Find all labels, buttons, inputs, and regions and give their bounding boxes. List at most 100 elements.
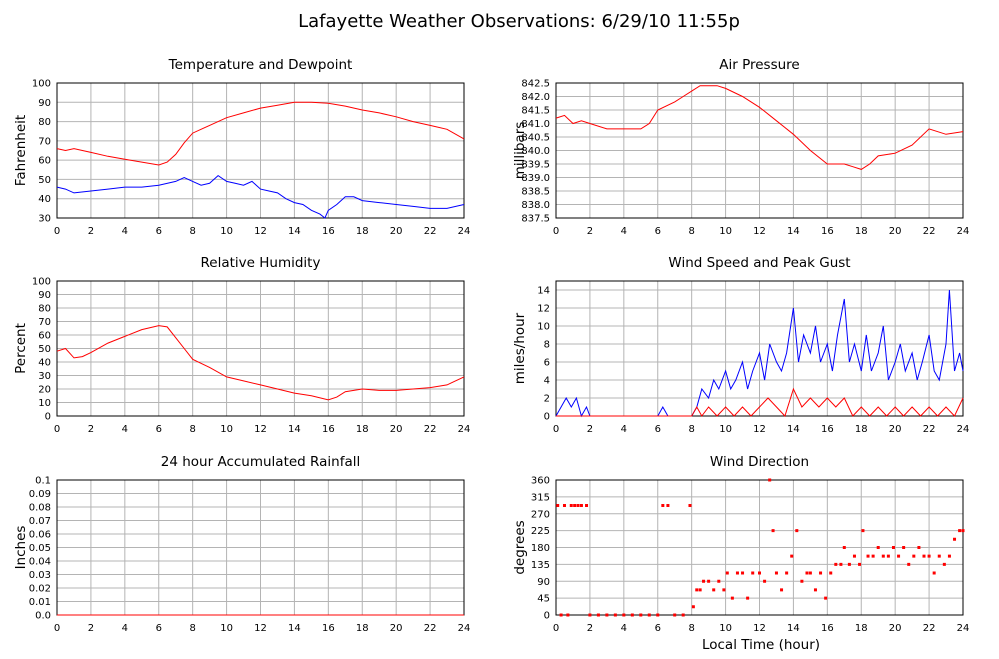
humidity-ytick-label: 10 bbox=[38, 398, 51, 409]
pressure-xtick-label: 16 bbox=[821, 226, 834, 237]
wind_speed-xtick-label: 12 bbox=[753, 424, 766, 435]
rainfall-xtick-label: 20 bbox=[390, 623, 403, 634]
wind_direction-point bbox=[912, 554, 916, 558]
humidity-xtick-label: 4 bbox=[122, 424, 128, 435]
wind_direction-point bbox=[790, 554, 794, 558]
wind_direction-xtick-label: 12 bbox=[753, 623, 766, 634]
humidity-xtick-label: 24 bbox=[458, 424, 471, 435]
rainfall-ytick-label: 0.05 bbox=[29, 543, 51, 554]
rainfall-xtick-label: 6 bbox=[156, 623, 162, 634]
wind_direction-point bbox=[647, 613, 651, 617]
wind_speed-xtick-label: 22 bbox=[923, 424, 936, 435]
humidity-xtick-label: 12 bbox=[254, 424, 267, 435]
humidity-ytick-label: 50 bbox=[38, 344, 51, 355]
wind_direction-xtick-label: 22 bbox=[923, 623, 936, 634]
wind_speed-series-red-line bbox=[556, 387, 964, 417]
wind_direction-xtick-label: 6 bbox=[655, 623, 661, 634]
humidity-xtick-label: 2 bbox=[88, 424, 94, 435]
rainfall-xtick-label: 12 bbox=[254, 623, 267, 634]
humidity-xtick-label: 18 bbox=[356, 424, 369, 435]
pressure-xtick-label: 8 bbox=[688, 226, 694, 237]
temperature-series-blue-line bbox=[56, 174, 465, 219]
rainfall-xtick-label: 18 bbox=[356, 623, 369, 634]
pressure-xtick-label: 24 bbox=[957, 226, 970, 237]
wind_direction-point bbox=[805, 571, 809, 575]
wind_direction-point bbox=[596, 613, 600, 617]
wind_direction-point bbox=[953, 537, 957, 541]
humidity-title: Relative Humidity bbox=[201, 255, 321, 271]
humidity-xtick-label: 10 bbox=[220, 424, 233, 435]
rainfall-ytick-label: 0.06 bbox=[29, 530, 51, 541]
pressure-ytick-label: 840.0 bbox=[521, 146, 550, 157]
wind_speed-ytick-label: 14 bbox=[537, 286, 550, 297]
wind_direction-point bbox=[771, 529, 775, 533]
temperature-ytick-label: 80 bbox=[38, 117, 51, 128]
wind_direction-point bbox=[774, 571, 778, 575]
humidity-xtick-label: 20 bbox=[390, 424, 403, 435]
pressure-xtick-label: 6 bbox=[655, 226, 661, 237]
pressure-ytick-label: 839.0 bbox=[521, 173, 550, 184]
temperature-ytick-label: 70 bbox=[38, 136, 51, 147]
rainfall-ytick-label: 0.0 bbox=[35, 611, 51, 622]
wind_direction-point bbox=[842, 546, 846, 549]
temperature-xtick-label: 22 bbox=[424, 226, 437, 237]
wind_direction-xtick-label: 14 bbox=[787, 623, 800, 634]
temperature-ytick-label: 30 bbox=[38, 214, 51, 225]
wind_direction-point bbox=[569, 504, 573, 507]
wind_direction-point bbox=[735, 571, 739, 575]
wind_direction-ytick-label: 135 bbox=[531, 560, 550, 571]
humidity-frame bbox=[56, 280, 465, 417]
wind_speed-ytick-label: 8 bbox=[544, 340, 550, 351]
wind_direction-point bbox=[661, 504, 665, 507]
wind_direction-point bbox=[847, 562, 851, 566]
rainfall-ytick-label: 0.04 bbox=[29, 557, 51, 568]
rainfall-xtick-label: 10 bbox=[220, 623, 233, 634]
wind_direction-point bbox=[730, 596, 734, 600]
pressure-ytick-label: 842.5 bbox=[521, 79, 550, 90]
wind_direction-point bbox=[566, 613, 570, 617]
wind_direction-xtick-label: 10 bbox=[719, 623, 732, 634]
humidity-xtick-label: 6 bbox=[156, 424, 162, 435]
wind_speed-xtick-label: 4 bbox=[621, 424, 627, 435]
rainfall-xtick-label: 14 bbox=[288, 623, 301, 634]
wind_speed-xtick-label: 8 bbox=[688, 424, 694, 435]
rainfall-xtick-label: 24 bbox=[458, 623, 471, 634]
humidity-xtick-label: 16 bbox=[322, 424, 335, 435]
temperature-frame bbox=[56, 82, 465, 219]
humidity-xtick-label: 0 bbox=[54, 424, 60, 435]
wind_direction-ytick-label: 45 bbox=[537, 594, 550, 605]
wind_direction-point bbox=[824, 596, 828, 600]
wind_direction-point bbox=[673, 613, 677, 617]
rainfall-xtick-label: 8 bbox=[189, 623, 195, 634]
wind_direction-point bbox=[725, 571, 729, 575]
pressure-ytick-label: 837.5 bbox=[521, 214, 550, 225]
wind_direction-point bbox=[871, 554, 875, 558]
wind_direction-point bbox=[785, 571, 789, 575]
temperature-ytick-label: 90 bbox=[38, 98, 51, 109]
pressure-ylabel: millibars bbox=[512, 122, 528, 180]
wind_direction-point bbox=[712, 588, 716, 592]
temperature-ytick-label: 40 bbox=[38, 194, 51, 205]
temperature-xtick-label: 6 bbox=[156, 226, 162, 237]
pressure-xtick-label: 0 bbox=[553, 226, 559, 237]
wind_direction-point bbox=[834, 562, 838, 566]
wind_direction-point bbox=[902, 546, 906, 549]
temperature-title: Temperature and Dewpoint bbox=[168, 57, 353, 73]
pressure-xtick-label: 22 bbox=[923, 226, 936, 237]
wind_direction-ytick-label: 360 bbox=[531, 476, 550, 487]
wind_direction-point bbox=[746, 596, 750, 600]
rainfall-xtick-label: 2 bbox=[88, 623, 94, 634]
x-axis-label: Local Time (hour) bbox=[702, 637, 820, 653]
temperature-xtick-label: 16 bbox=[322, 226, 335, 237]
humidity-ylabel: Percent bbox=[13, 323, 29, 374]
wind_direction-point bbox=[613, 613, 617, 617]
wind_direction-point bbox=[688, 504, 692, 507]
wind_direction-point bbox=[622, 613, 626, 617]
wind_direction-ytick-label: 0 bbox=[544, 611, 550, 622]
temperature-xtick-label: 4 bbox=[122, 226, 128, 237]
wind_speed-ytick-label: 6 bbox=[544, 358, 550, 369]
humidity-series-red-line bbox=[56, 325, 465, 401]
